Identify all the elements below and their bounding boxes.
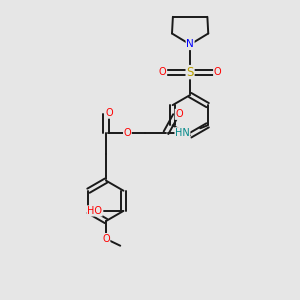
Text: O: O	[106, 108, 113, 118]
Text: HO: HO	[87, 206, 102, 216]
Text: O: O	[175, 109, 183, 119]
Text: O: O	[214, 67, 221, 77]
Text: N: N	[186, 40, 194, 50]
Text: O: O	[102, 234, 110, 244]
Text: S: S	[186, 66, 194, 79]
Text: O: O	[159, 67, 166, 77]
Text: HN: HN	[175, 128, 190, 138]
Text: O: O	[124, 128, 131, 138]
